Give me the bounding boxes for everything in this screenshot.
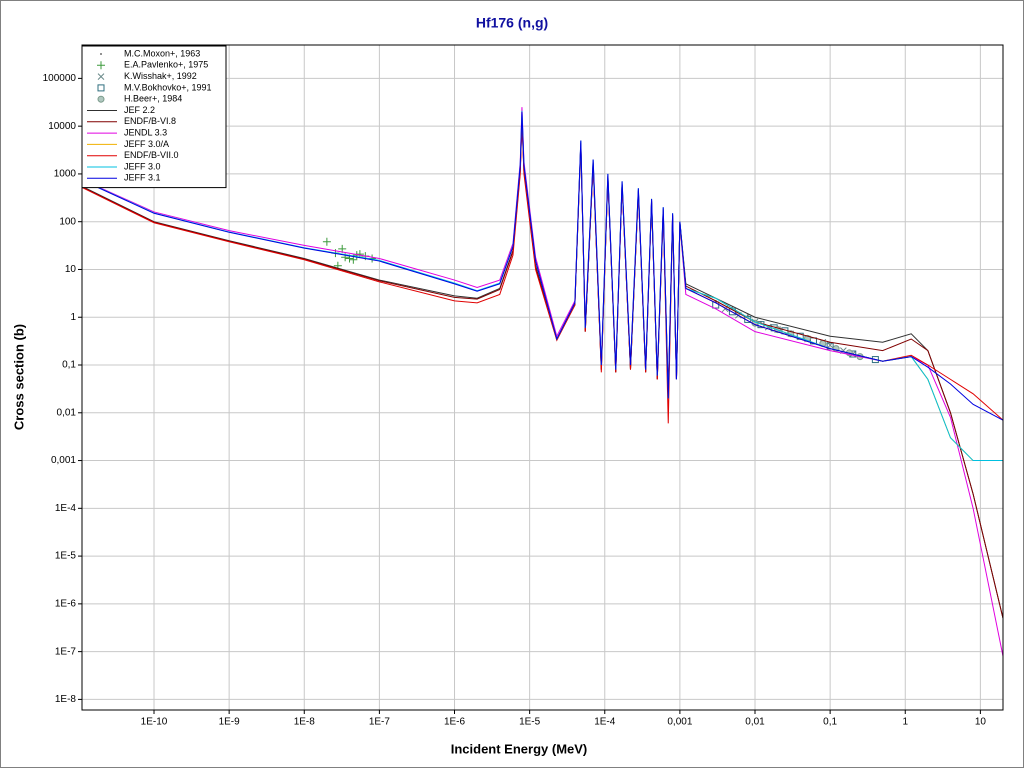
y-tick-label: 100	[59, 216, 76, 227]
series-line	[82, 111, 1003, 421]
legend-symbol	[97, 73, 105, 80]
x-tick-label: 1E-7	[369, 717, 391, 728]
legend-label: ENDF/B-VI.8	[124, 116, 176, 126]
x-tick-label: 0,1	[823, 717, 837, 728]
legend-label: H.Beer+, 1984	[124, 94, 182, 104]
legend-label: ENDF/B-VII.0	[124, 150, 179, 160]
legend: M.C.Moxon+, 1963 E.A.Pavlenko+, 1975K.Wis…	[81, 45, 227, 189]
legend-label: JENDL 3.3	[124, 127, 167, 137]
x-tick-label: 1E-5	[519, 717, 541, 728]
legend-label: JEFF 3.1	[124, 173, 161, 183]
y-tick-label: 1000	[54, 169, 77, 180]
x-tick-label: 1E-4	[594, 717, 616, 728]
x-tick-label: 1E-6	[444, 717, 466, 728]
y-tick-label: 100000	[43, 73, 77, 84]
legend-label: M.V.Bokhovko+, 1991	[124, 82, 211, 92]
legend-label: JEFF 3.0	[124, 161, 161, 171]
legend-label: K.Wisshak+, 1992	[124, 71, 197, 81]
legend-symbol	[97, 95, 105, 103]
data-point	[322, 237, 331, 246]
x-tick-label: 0,01	[745, 717, 765, 728]
y-tick-label: 0,001	[51, 455, 76, 466]
y-axis-label: Cross section (b)	[11, 324, 26, 430]
plot-frame	[81, 44, 1004, 711]
legend-label: E.A.Pavlenko+, 1975	[124, 60, 208, 70]
y-tick-label: 1E-8	[55, 694, 77, 705]
legend-label: M.C.Moxon+, 1963	[124, 48, 200, 58]
y-tick-label: 1E-5	[55, 551, 77, 562]
data-point	[746, 314, 749, 317]
y-tick-label: 1	[70, 312, 76, 323]
y-tick-label: 1E-4	[55, 503, 77, 514]
grid	[82, 45, 1003, 710]
x-tick-label: 1E-8	[294, 717, 316, 728]
legend-box	[81, 45, 227, 189]
y-tick-label: 1E-6	[55, 599, 77, 610]
legend-label: JEFF 3.0/A	[124, 139, 169, 149]
y-tick-label: 0,1	[62, 360, 76, 371]
legend-label: JEF 2.2	[124, 105, 155, 115]
y-tick-label: 10000	[48, 121, 76, 132]
axes: 1E-10 1E-9 1E-8 1E-7 1E-6 1E-5 1E-4 0,001 0,01 0,…	[43, 73, 987, 728]
x-tick-label: 1	[902, 717, 908, 728]
y-tick-label: 0,01	[57, 407, 77, 418]
y-tick-label: 1E-7	[55, 646, 77, 657]
legend-symbol	[97, 61, 105, 70]
legend-symbol	[100, 53, 102, 55]
x-tick-label: 1E-10	[141, 717, 168, 728]
x-axis-label: Incident Energy (MeV)	[451, 741, 588, 756]
plot-area	[82, 107, 1003, 657]
legend-symbol	[97, 84, 105, 92]
y-tick-label: 10	[65, 264, 77, 275]
x-tick-label: 10	[975, 717, 987, 728]
chart-title: Hf176 (n,g)	[476, 15, 548, 31]
x-tick-label: 0,001	[667, 717, 692, 728]
x-tick-label: 1E-9	[219, 717, 241, 728]
